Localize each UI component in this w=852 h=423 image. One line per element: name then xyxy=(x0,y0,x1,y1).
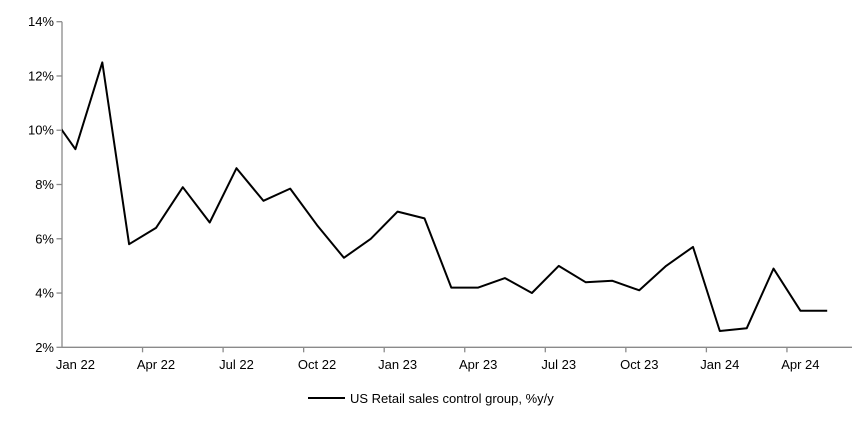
x-tick-label: Jan 22 xyxy=(56,357,95,372)
x-tick-label: Jul 23 xyxy=(541,357,576,372)
series-line-retail-control-group xyxy=(62,61,828,332)
x-tick-label: Oct 22 xyxy=(298,357,336,372)
x-tick-label: Apr 23 xyxy=(459,357,497,372)
y-tick-label: 6% xyxy=(35,231,54,246)
y-tick-label: 12% xyxy=(28,68,54,83)
x-tick-label: Jul 22 xyxy=(219,357,254,372)
x-tick-label: Jan 24 xyxy=(700,357,739,372)
y-tick-label: 10% xyxy=(28,123,54,138)
x-tick-label: Oct 23 xyxy=(620,357,658,372)
y-tick-label: 14% xyxy=(28,14,54,29)
x-tick-label: Apr 24 xyxy=(781,357,819,372)
x-tick-label: Apr 22 xyxy=(137,357,175,372)
y-tick-label: 4% xyxy=(35,286,54,301)
y-tick-label: 8% xyxy=(35,177,54,192)
y-tick-label: 2% xyxy=(35,340,54,355)
x-tick-label: Jan 23 xyxy=(378,357,417,372)
legend-label: US Retail sales control group, %y/y xyxy=(350,391,554,406)
